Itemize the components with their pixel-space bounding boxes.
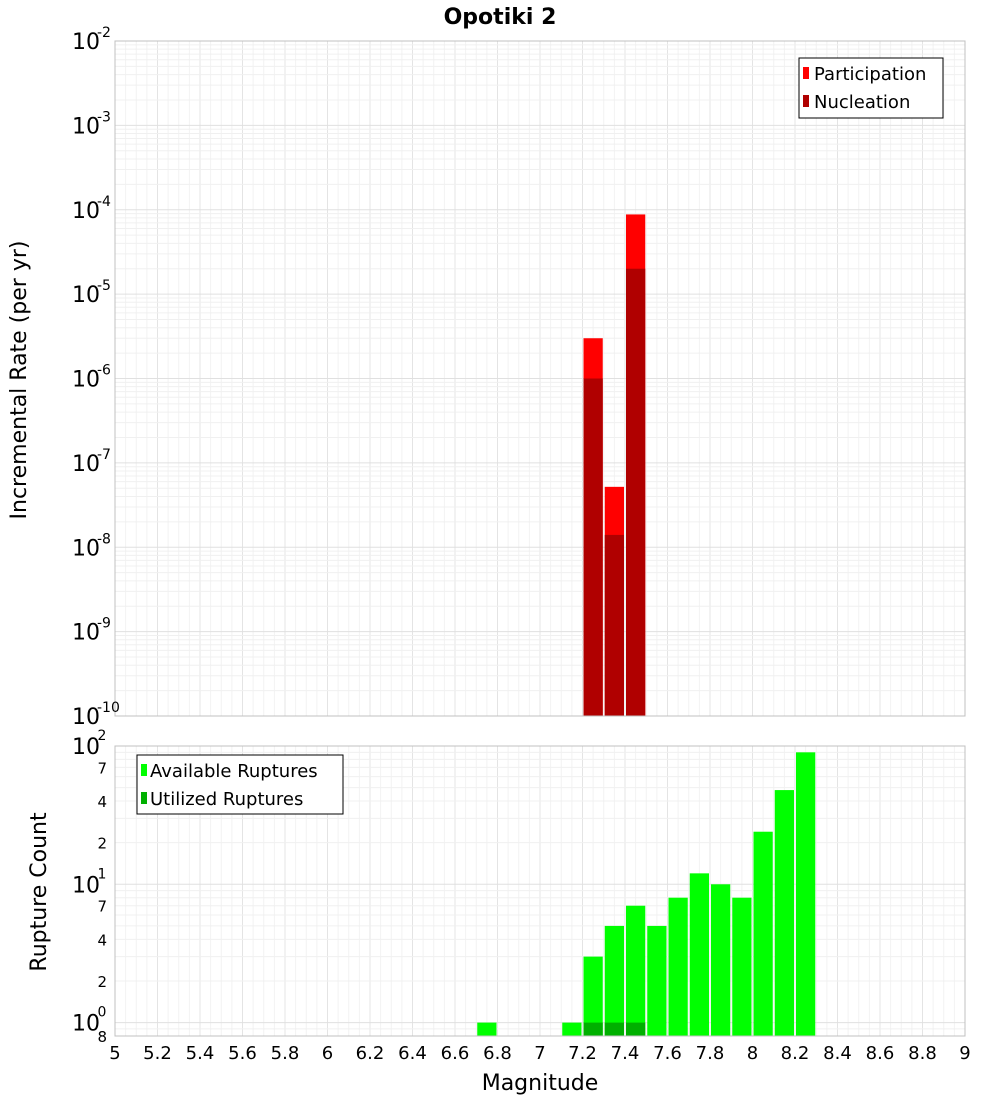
top-y-tick-base: 10 — [72, 536, 100, 561]
x-tick-label: 7.8 — [696, 1043, 725, 1064]
bottom-y-tick-exponent: 1 — [98, 866, 107, 882]
available-ruptures-bar — [668, 897, 688, 1036]
x-tick-label: 5.2 — [143, 1043, 172, 1064]
x-tick-label: 6 — [322, 1043, 333, 1064]
top-y-tick-base: 10 — [72, 705, 100, 730]
top-gridlines — [114, 41, 966, 717]
available-ruptures-bar — [583, 956, 603, 1036]
bottom-y-minor-tick-label: 2 — [97, 973, 107, 991]
bottom-legend-box — [136, 754, 344, 815]
chart-title: Opotiki 2 — [444, 5, 557, 30]
available-ruptures-bar — [711, 884, 731, 1036]
bottom-y-tick-base: 10 — [72, 873, 100, 898]
utilized-ruptures-bar — [626, 1022, 646, 1036]
top-y-tick-base: 10 — [72, 114, 100, 139]
x-tick-label: 7.4 — [611, 1043, 640, 1064]
legend-nucleation-swatch — [803, 95, 809, 107]
bottom-y-tick-exponent: 2 — [98, 728, 107, 744]
bottom-y-minor-tick-label: 8 — [97, 1028, 107, 1046]
available-ruptures-bar — [732, 897, 752, 1036]
x-tick-label: 8.8 — [908, 1043, 937, 1064]
top-y-tick-exponent: -2 — [97, 25, 111, 41]
legend-participation-swatch — [803, 67, 809, 79]
utilized-ruptures-bar — [604, 1022, 624, 1036]
x-tick-label: 8 — [747, 1043, 758, 1064]
x-tick-label: 5.8 — [271, 1043, 300, 1064]
bottom-y-tick-base: 10 — [72, 1012, 100, 1037]
available-ruptures-bar — [562, 1022, 582, 1036]
available-ruptures-bar — [774, 790, 794, 1036]
legend-utilized-swatch — [141, 792, 147, 804]
available-ruptures-bar — [796, 752, 816, 1036]
top-y-tick-base: 10 — [72, 199, 100, 224]
x-tick-label: 8.6 — [866, 1043, 895, 1064]
x-tick-label: 8.4 — [823, 1043, 852, 1064]
x-tick-label: 6.8 — [483, 1043, 512, 1064]
top-legend-box — [798, 57, 944, 119]
x-tick-label: 5.4 — [186, 1043, 215, 1064]
top-y-tick-base: 10 — [72, 452, 100, 477]
top-legend: Participation Nucleation — [798, 57, 944, 119]
x-tick-label: 8.2 — [781, 1043, 810, 1064]
bottom-bars — [477, 752, 816, 1036]
legend-utilized-label: Utilized Ruptures — [150, 789, 303, 810]
bottom-y-tick-exponent: 0 — [98, 1005, 107, 1021]
bottom-y-minor-tick-label: 7 — [97, 898, 107, 916]
nucleation-bar — [626, 268, 646, 716]
x-tick-label: 7.2 — [568, 1043, 597, 1064]
legend-available-label: Available Ruptures — [150, 761, 318, 782]
top-y-tick-exponent: -7 — [97, 447, 111, 463]
top-y-tick-exponent: -10 — [97, 700, 120, 716]
bottom-plot-frame — [114, 745, 966, 1037]
x-tick-labels: 5 5.2 5.4 5.6 5.8 6 6.2 6.4 6.6 6.8 7 7.2 7.4 7.6 7.8 8… — [109, 1043, 970, 1064]
top-y-tick-exponent: -4 — [97, 194, 111, 210]
top-plot-frame — [114, 40, 966, 717]
bottom-legend: Available Ruptures Utilized Ruptures — [136, 754, 344, 815]
available-ruptures-bar — [689, 873, 709, 1036]
x-tick-label: 7 — [534, 1043, 545, 1064]
legend-participation-label: Participation — [814, 64, 926, 85]
top-y-tick-base: 10 — [72, 283, 100, 308]
nucleation-bar — [583, 378, 603, 716]
utilized-ruptures-bar — [583, 1022, 603, 1036]
available-ruptures-bar — [477, 1022, 497, 1036]
bottom-y-minor-tick-label: 2 — [97, 835, 107, 853]
bottom-y-minor-tick-label: 7 — [97, 759, 107, 777]
top-y-tick-exponent: -6 — [97, 363, 111, 379]
x-axis-label: Magnitude — [482, 1071, 599, 1096]
top-y-tick-exponent: -9 — [97, 616, 111, 632]
top-y-tick-exponent: -8 — [97, 531, 111, 547]
top-bars — [583, 214, 646, 717]
bottom-y-tick-base: 10 — [72, 735, 100, 760]
legend-available-swatch — [141, 764, 147, 776]
top-y-tick-base: 10 — [72, 368, 100, 393]
top-y-tick-base: 10 — [72, 30, 100, 55]
nucleation-bar — [604, 534, 624, 716]
available-ruptures-bar — [626, 905, 646, 1036]
bottom-y-axis-label: Rupture Count — [27, 812, 52, 972]
bottom-y-minor-tick-label: 4 — [97, 931, 107, 949]
x-tick-label: 9 — [959, 1043, 970, 1064]
x-tick-label: 6.2 — [356, 1043, 385, 1064]
x-tick-label: 6.6 — [441, 1043, 470, 1064]
x-tick-label: 5.6 — [228, 1043, 257, 1064]
x-tick-label: 7.6 — [653, 1043, 682, 1064]
top-y-tick-exponent: -3 — [97, 109, 111, 125]
bottom-y-minor-tick-label: 4 — [97, 793, 107, 811]
top-y-tick-exponent: -5 — [97, 278, 111, 294]
top-y-axis-label: Incremental Rate (per yr) — [7, 241, 32, 520]
available-ruptures-bar — [604, 925, 624, 1036]
x-tick-label: 5 — [109, 1043, 120, 1064]
top-y-tick-base: 10 — [72, 621, 100, 646]
available-ruptures-bar — [753, 831, 773, 1036]
x-tick-label: 6.4 — [398, 1043, 427, 1064]
available-ruptures-bar — [647, 925, 667, 1036]
legend-nucleation-label: Nucleation — [814, 92, 910, 113]
